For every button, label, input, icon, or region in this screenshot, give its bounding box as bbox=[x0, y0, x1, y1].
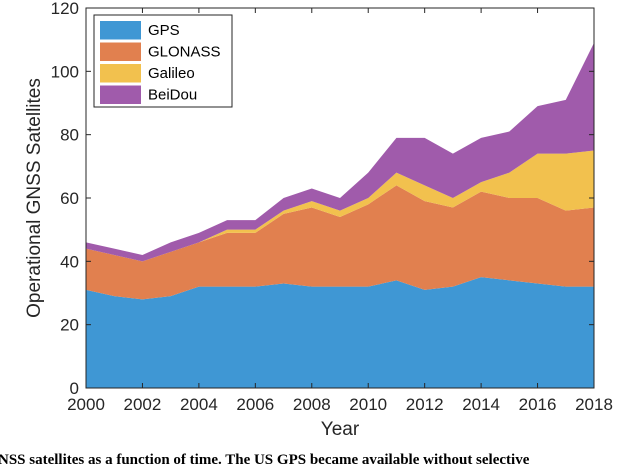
x-axis-ticks: 2000 2002 2004 2006 2008 2010 2012 2014 2016 2018 bbox=[67, 8, 613, 414]
area-gps bbox=[86, 277, 594, 388]
x-tick-label: 2004 bbox=[180, 395, 218, 414]
area-beidou bbox=[86, 42, 594, 262]
area-galileo bbox=[86, 150, 594, 262]
figure-caption: NSS satellites as a function of time. Th… bbox=[0, 452, 530, 468]
y-tick-label: 100 bbox=[51, 62, 79, 81]
legend: GPS GLONASS Galileo BeiDou bbox=[93, 14, 233, 108]
y-tick-label: 0 bbox=[70, 379, 79, 398]
y-tick-label: 20 bbox=[60, 316, 79, 335]
x-tick-label: 2008 bbox=[293, 395, 331, 414]
legend-swatch-beidou bbox=[100, 85, 141, 104]
x-tick-label: 2002 bbox=[124, 395, 162, 414]
x-tick-label: 2010 bbox=[349, 395, 387, 414]
stacked-areas bbox=[86, 42, 594, 388]
y-tick-label: 60 bbox=[60, 189, 79, 208]
legend-swatch-gps bbox=[100, 21, 141, 40]
y-axis-label: Operational GNSS Satellites bbox=[24, 78, 45, 318]
legend-label-beidou: BeiDou bbox=[148, 87, 197, 104]
x-tick-label: 2006 bbox=[236, 395, 274, 414]
y-tick-label: 120 bbox=[51, 0, 79, 18]
legend-label-gps: GPS bbox=[148, 22, 180, 39]
x-tick-label: 2000 bbox=[67, 395, 105, 414]
x-tick-label: 2012 bbox=[406, 395, 444, 414]
area-glonass bbox=[86, 185, 594, 300]
legend-swatch-glonass bbox=[100, 42, 141, 61]
x-tick-label: 2014 bbox=[462, 395, 500, 414]
legend-label-glonass: GLONASS bbox=[148, 44, 221, 61]
y-tick-label: 80 bbox=[60, 126, 79, 145]
legend-swatch-galileo bbox=[100, 64, 141, 83]
y-axis-ticks: 0 20 40 60 80 100 120 bbox=[51, 0, 594, 398]
x-tick-label: 2018 bbox=[575, 395, 613, 414]
x-tick-label: 2016 bbox=[519, 395, 557, 414]
x-axis-label: Year bbox=[321, 419, 360, 440]
y-tick-label: 40 bbox=[60, 252, 79, 271]
legend-label-galileo: Galileo bbox=[148, 65, 195, 82]
